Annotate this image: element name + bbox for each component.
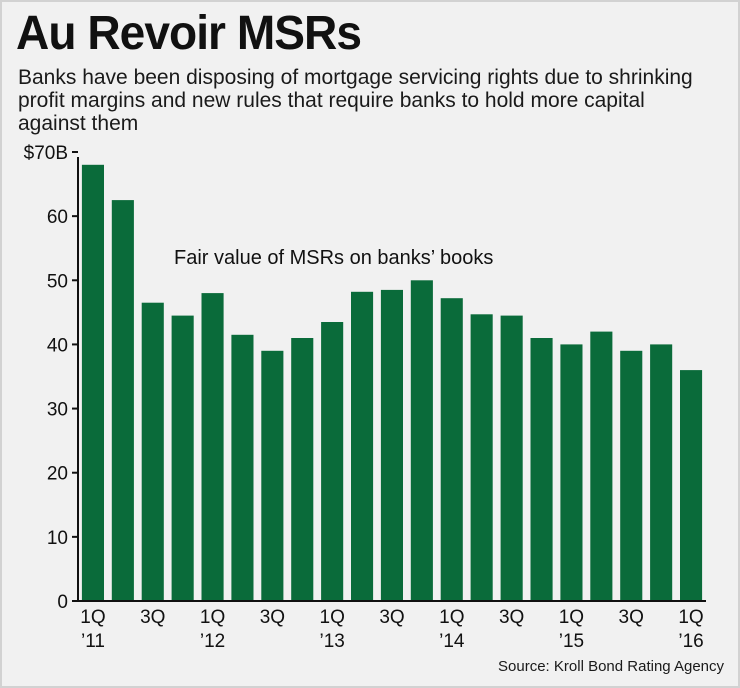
x-tick-year-label: ’13 (320, 631, 345, 652)
bar-1 (81, 164, 104, 602)
x-tick-year-label: ’11 (81, 631, 105, 652)
bar-11 (380, 289, 403, 601)
x-tick-label: 1Q (320, 607, 345, 628)
bar-7 (261, 350, 284, 601)
bar-16 (530, 338, 553, 601)
bar-2 (111, 200, 134, 601)
x-tick-label: 3Q (379, 607, 404, 628)
bar-9 (321, 322, 344, 601)
x-tick-year-label: ’14 (439, 631, 465, 652)
x-tick-label: 3Q (140, 607, 165, 628)
bar-17 (560, 344, 583, 601)
y-tick-label: 60 (47, 207, 68, 228)
y-tick-label: $70B (24, 143, 68, 164)
x-tick-label: 3Q (619, 607, 644, 628)
x-tick-label: 1Q (439, 607, 464, 628)
chart-annotation: Fair value of MSRs on banks’ books (174, 247, 493, 269)
bar-6 (231, 334, 254, 601)
chart-title: Au Revoir MSRs (16, 7, 362, 60)
bar-8 (291, 338, 314, 601)
bars-group (81, 164, 703, 602)
bar-20 (650, 344, 673, 601)
x-tick-label: 3Q (499, 607, 524, 628)
bar-18 (590, 331, 613, 601)
y-tick-label: 50 (47, 271, 68, 292)
x-tick-label: 3Q (260, 607, 285, 628)
bar-3 (141, 302, 164, 601)
x-tick-label: 1Q (200, 607, 225, 628)
x-tick-label: 1Q (678, 607, 703, 628)
y-tick-label: 20 (47, 464, 68, 485)
x-tick-label: 1Q (80, 607, 105, 628)
x-tick-label: 1Q (559, 607, 584, 628)
y-tick-label: 10 (47, 528, 68, 549)
x-tick-year-label: ’16 (678, 631, 703, 652)
bar-5 (201, 293, 224, 601)
bar-14 (470, 314, 493, 601)
y-tick-label: 40 (47, 335, 68, 356)
bar-12 (410, 280, 433, 601)
x-tick-year-label: ’12 (200, 631, 225, 652)
bar-15 (500, 315, 523, 601)
y-tick-label: 0 (57, 592, 68, 613)
bar-4 (171, 315, 194, 601)
bar-21 (680, 370, 703, 601)
bar-10 (351, 291, 374, 601)
y-axis: 0 10 20 30 40 50 60 $70B (24, 143, 79, 613)
x-axis: 1Q ’11 3Q 1Q ’12 3Q 1Q ’13 3Q 1Q ’14 3Q 1Q ’15 3Q 1Q ’16 (78, 600, 706, 652)
x-tick-year-label: ’15 (559, 631, 584, 652)
source-note: Source: Kroll Bond Rating Agency (498, 658, 724, 675)
bar-13 (440, 298, 463, 601)
chart-subtitle: Banks have been disposing of mortgage se… (18, 66, 693, 135)
y-tick-label: 30 (47, 400, 68, 421)
bar-19 (620, 350, 643, 601)
